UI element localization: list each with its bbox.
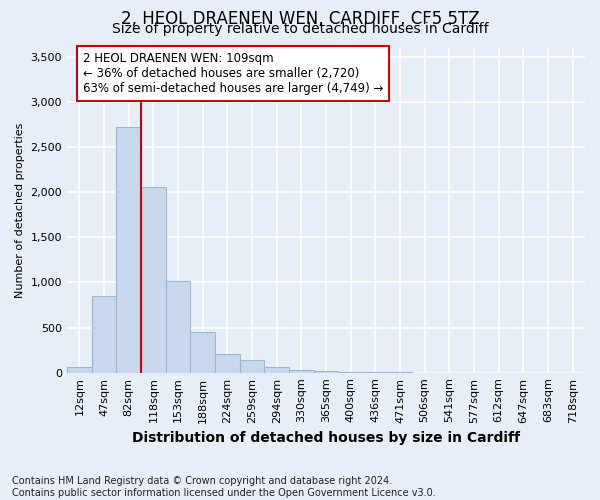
Bar xyxy=(265,367,289,372)
Bar xyxy=(67,367,92,372)
Bar xyxy=(215,354,239,372)
Bar xyxy=(116,127,141,372)
Text: Contains HM Land Registry data © Crown copyright and database right 2024.
Contai: Contains HM Land Registry data © Crown c… xyxy=(12,476,436,498)
Bar xyxy=(190,332,215,372)
X-axis label: Distribution of detached houses by size in Cardiff: Distribution of detached houses by size … xyxy=(132,431,520,445)
Bar xyxy=(166,282,190,372)
Y-axis label: Number of detached properties: Number of detached properties xyxy=(15,122,25,298)
Text: 2 HEOL DRAENEN WEN: 109sqm
← 36% of detached houses are smaller (2,720)
63% of s: 2 HEOL DRAENEN WEN: 109sqm ← 36% of deta… xyxy=(83,52,383,96)
Text: Size of property relative to detached houses in Cardiff: Size of property relative to detached ho… xyxy=(112,22,488,36)
Text: 2, HEOL DRAENEN WEN, CARDIFF, CF5 5TZ: 2, HEOL DRAENEN WEN, CARDIFF, CF5 5TZ xyxy=(121,10,479,28)
Bar xyxy=(239,360,265,372)
Bar xyxy=(92,296,116,372)
Bar xyxy=(289,370,314,372)
Bar xyxy=(141,186,166,372)
